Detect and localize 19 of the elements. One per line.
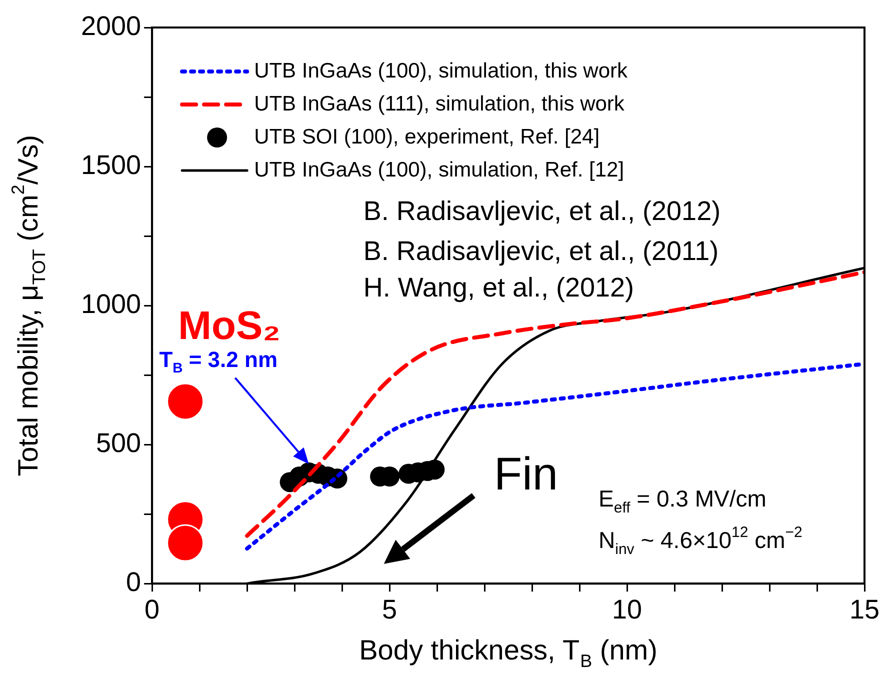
x-tick-label: 5 bbox=[382, 594, 398, 624]
legend-label: UTB InGaAs (100), simulation, Ref. [12] bbox=[254, 158, 624, 182]
annotation: MoS₂ bbox=[178, 304, 280, 348]
annotation: H. Wang, et al., (2012) bbox=[363, 272, 634, 302]
y-tick-label: 2000 bbox=[80, 10, 142, 41]
y-tick-label: 0 bbox=[126, 567, 142, 598]
x-tick-label: 15 bbox=[849, 594, 880, 624]
legend-label: UTB SOI (100), experiment, Ref. [24] bbox=[254, 125, 600, 148]
y-axis-title: Total mobility, μTOT (cm2/Vs) bbox=[8, 134, 49, 476]
annotation: B. Radisavljevic, et al., (2012) bbox=[363, 196, 721, 226]
y-tick-label: 1500 bbox=[80, 150, 142, 180]
x-tick-label: 10 bbox=[612, 594, 642, 624]
y-tick-label: 1000 bbox=[80, 289, 142, 320]
x-tick-label: 0 bbox=[144, 594, 160, 624]
legend-label: UTB InGaAs (100), simulation, this work bbox=[254, 59, 628, 82]
y-tick-label: 500 bbox=[96, 428, 142, 458]
annotation: Fin bbox=[494, 448, 558, 500]
annotation: B. Radisavljevic, et al., (2011) bbox=[363, 236, 719, 266]
legend-label: UTB InGaAs (111), simulation, this work bbox=[254, 92, 625, 116]
